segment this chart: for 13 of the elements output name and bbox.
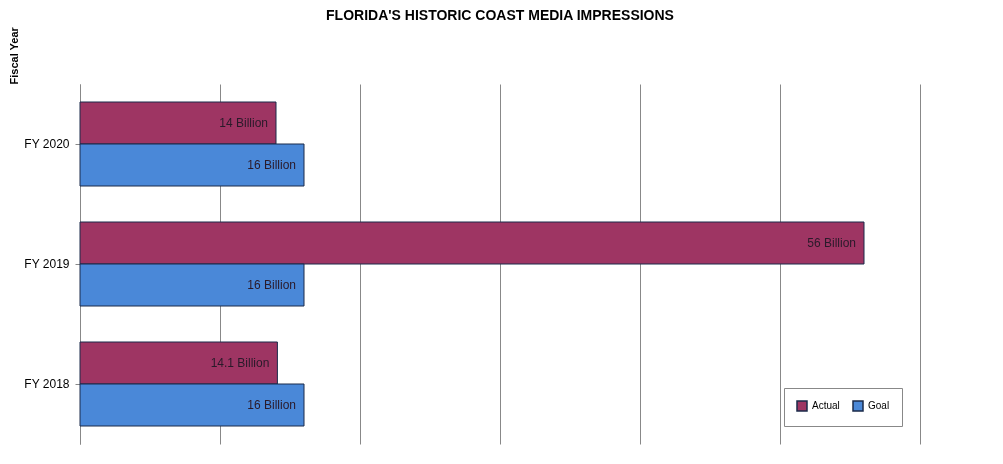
data-label: 16 Billion (247, 278, 296, 292)
y-axis-title: Fiscal Year (8, 26, 21, 85)
data-label: 14 Billion (219, 116, 268, 130)
chart-title: FLORIDA'S HISTORIC COAST MEDIA IMPRESSIONS (326, 6, 674, 23)
y-tick-label: FY 2020 (24, 137, 70, 151)
legend-label: Actual (812, 400, 840, 411)
data-label: 14.1 Billion (210, 356, 270, 370)
y-tick-label: FY 2019 (24, 257, 70, 271)
data-label: 16 Billion (247, 158, 296, 172)
y-tick-label: FY 2018 (24, 377, 70, 391)
data-label: 16 Billion (247, 398, 296, 412)
legend-label: Goal (868, 400, 890, 411)
data-label: 56 Billion (807, 236, 856, 250)
